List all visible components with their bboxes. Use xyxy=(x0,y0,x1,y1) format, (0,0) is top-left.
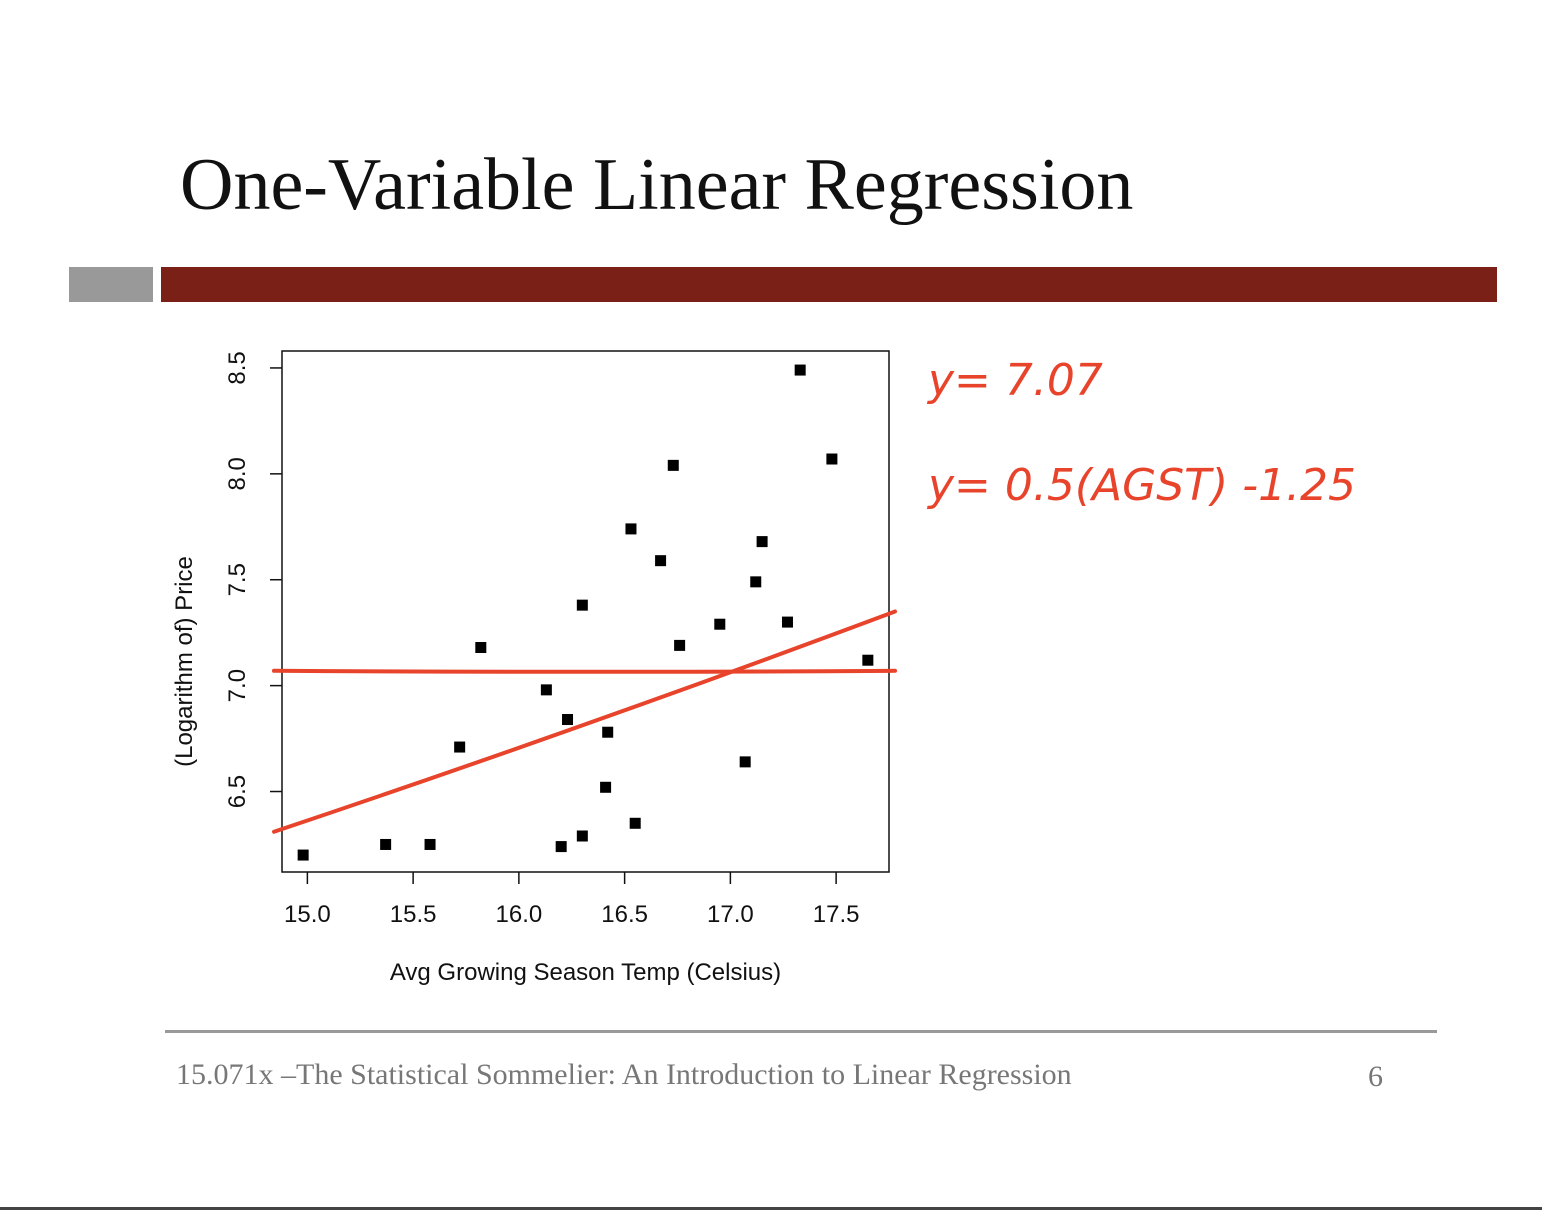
data-point xyxy=(674,639,686,651)
x-axis-label: Avg Growing Season Temp (Celsius) xyxy=(390,959,781,986)
data-point xyxy=(454,741,466,753)
data-point xyxy=(380,838,392,850)
data-point xyxy=(600,781,612,793)
data-point xyxy=(667,459,679,471)
x-tick-label: 15.0 xyxy=(284,901,331,928)
data-point xyxy=(714,618,726,630)
data-point xyxy=(540,684,552,696)
data-point xyxy=(739,756,751,768)
data-point xyxy=(756,536,768,548)
title-accent-red-bar xyxy=(161,267,1497,302)
annotation-line-1: y= 7.07 xyxy=(926,355,1103,406)
bottom-border xyxy=(0,1207,1542,1210)
y-axis-label: (Logarithm of) Price xyxy=(171,556,198,767)
slide-title: One-Variable Linear Regression xyxy=(180,144,1134,226)
y-tick-label: 7.0 xyxy=(224,669,251,702)
data-point xyxy=(576,599,588,611)
x-tick-label: 17.0 xyxy=(707,901,754,928)
y-tick-label: 8.0 xyxy=(224,457,251,490)
data-point xyxy=(794,364,806,376)
x-tick-label: 16.0 xyxy=(496,901,543,928)
data-point xyxy=(781,616,793,628)
plot-frame xyxy=(281,350,890,873)
data-point xyxy=(555,841,567,853)
data-point xyxy=(826,453,838,465)
data-point xyxy=(629,817,641,829)
data-point xyxy=(424,838,436,850)
data-point xyxy=(576,830,588,842)
y-tick-label: 7.5 xyxy=(224,563,251,596)
footer-course-title: 15.071x –The Statistical Sommelier: An I… xyxy=(176,1058,1072,1091)
x-tick-label: 16.5 xyxy=(601,901,648,928)
y-tick-label: 6.5 xyxy=(224,775,251,808)
drawn-line-regression xyxy=(272,609,897,834)
data-point xyxy=(862,654,874,666)
page-number: 6 xyxy=(1368,1060,1383,1093)
title-accent-gray-bar xyxy=(69,267,153,302)
data-point xyxy=(625,523,637,535)
annotation-line-2: y= 0.5(AGST) -1.25 xyxy=(926,460,1356,511)
data-point xyxy=(750,576,762,588)
x-tick-label: 15.5 xyxy=(390,901,437,928)
x-tick-label: 17.5 xyxy=(813,901,860,928)
data-point xyxy=(297,849,309,861)
data-point xyxy=(562,714,574,726)
y-tick-label: 8.5 xyxy=(224,351,251,384)
drawn-line-constant xyxy=(272,668,897,674)
data-point xyxy=(475,642,487,654)
data-point xyxy=(655,555,667,567)
data-point xyxy=(602,726,614,738)
footer-divider xyxy=(165,1030,1437,1033)
